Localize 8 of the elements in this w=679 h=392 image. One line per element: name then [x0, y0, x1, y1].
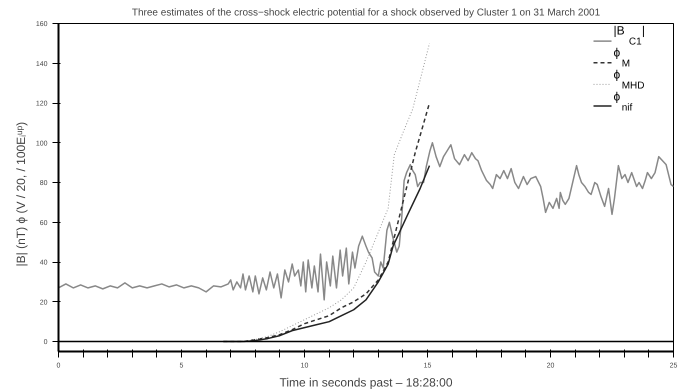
- legend-label: ϕnif: [614, 90, 632, 114]
- line-series: [58, 142, 674, 301]
- legend-label: ϕM: [614, 46, 630, 70]
- legend-label: ϕMHD: [614, 68, 644, 92]
- y-axis-title: |B| (nT) ϕ (V / 20, / 100Eᵢᵘᵖ): [14, 122, 28, 267]
- legend-label: |BC1|: [614, 24, 646, 48]
- x-axis-title: Time in seconds past – 18:28:00: [280, 376, 453, 390]
- chart-title: Three estimates of the cross−shock electric potential for a shock observed by Cluster 1 on 31 March 2001: [132, 8, 601, 18]
